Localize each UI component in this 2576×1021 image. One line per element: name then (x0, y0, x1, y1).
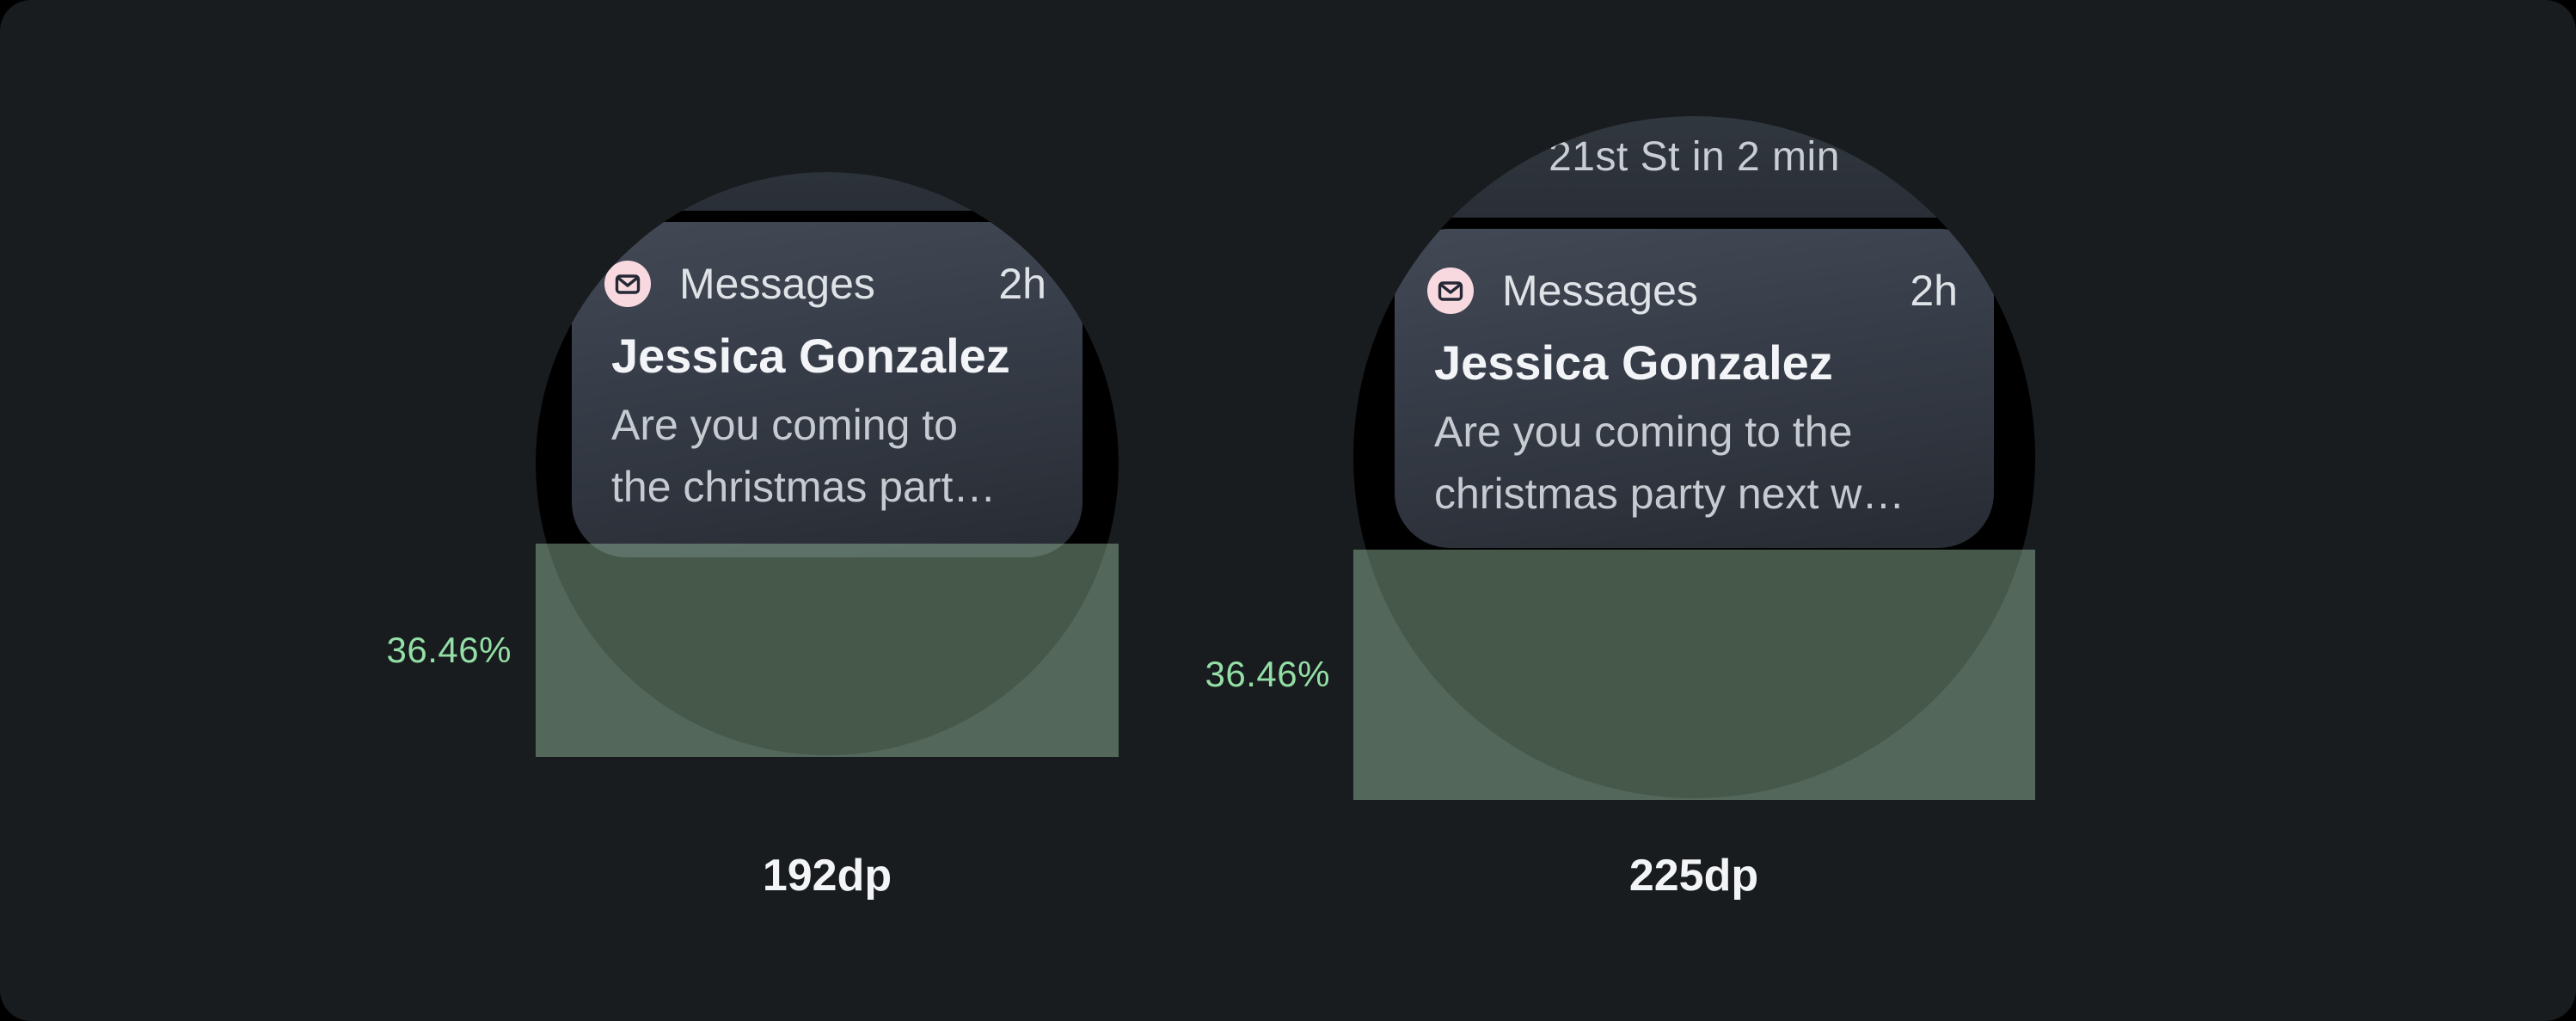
watch-face-225dp: 21st St in 2 min Messages 2h Jessica Gon… (1353, 116, 2035, 798)
app-name: Messages (1502, 267, 1698, 315)
message-line-1: Are you coming to the (1434, 408, 1853, 456)
message-preview: Are you coming to the christmas part… (611, 394, 1052, 518)
notification-card[interactable]: Messages 2h Jessica Gonzalez Are you com… (572, 222, 1083, 557)
messages-app-avatar (1427, 268, 1474, 314)
envelope-icon (615, 274, 641, 294)
screen-size-label-225dp: 225dp (1628, 851, 1759, 901)
notification-card[interactable]: Messages 2h Jessica Gonzalez Are you com… (1395, 229, 1994, 548)
watch-face-192dp: Messages 2h Jessica Gonzalez Are you com… (536, 172, 1119, 755)
notification-timestamp: 2h (998, 260, 1046, 308)
notification-header: Messages 2h (604, 261, 1046, 307)
coverage-overlay-225dp (1353, 550, 2035, 800)
screen-size-label-192dp: 192dp (762, 851, 892, 901)
envelope-icon (1438, 281, 1463, 301)
app-name: Messages (679, 260, 875, 308)
notification-header: Messages 2h (1427, 268, 1958, 314)
coverage-overlay-192dp (536, 544, 1119, 757)
messages-app-avatar (604, 261, 651, 307)
message-line-1: Are you coming to (611, 401, 958, 449)
sender-name: Jessica Gonzalez (611, 329, 1010, 383)
previous-notification-peek[interactable] (572, 172, 1083, 211)
message-line-2: the christmas part… (611, 463, 997, 511)
coverage-percent-label-225dp: 36.46% (1205, 654, 1330, 694)
coverage-percent-label-192dp: 36.46% (386, 630, 512, 670)
previous-notification-text: 21st St in 2 min (1549, 134, 1840, 180)
message-preview: Are you coming to the christmas party ne… (1434, 401, 1963, 525)
notification-timestamp: 2h (1910, 267, 1958, 315)
message-line-2: christmas party next w… (1434, 470, 1905, 518)
previous-notification-peek[interactable]: 21st St in 2 min (1395, 116, 1994, 218)
sender-name: Jessica Gonzalez (1434, 335, 1833, 390)
